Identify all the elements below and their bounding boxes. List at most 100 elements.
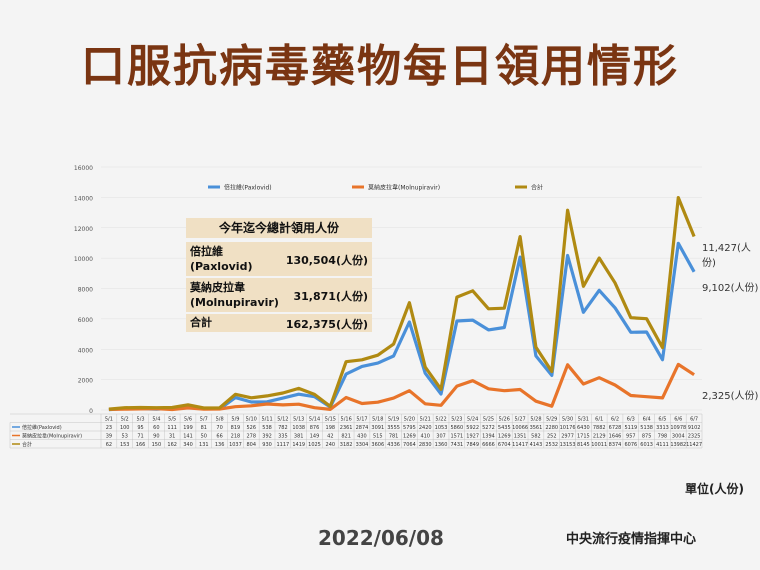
table-cell: 1394: [482, 434, 495, 440]
table-cell: 3091: [371, 425, 384, 431]
table-cell: 162: [167, 442, 177, 448]
y-tick-label: 14000: [74, 195, 93, 202]
table-cell: 5138: [640, 425, 653, 431]
x-tick-label: 6/7: [690, 417, 698, 423]
summary-name: 倍拉維: [190, 245, 223, 258]
table-cell: 252: [547, 434, 557, 440]
legend-label: 合計: [531, 184, 543, 192]
table-cell: 5860: [450, 425, 463, 431]
table-cell: 515: [373, 434, 383, 440]
table-cell: 819: [231, 425, 241, 431]
y-tick-label: 0: [89, 408, 93, 415]
table-cell: 2977: [561, 434, 574, 440]
table-cell: 240: [326, 442, 336, 448]
x-tick-label: 5/16: [341, 417, 352, 423]
table-cell: 90: [153, 434, 159, 440]
table-cell: 5922: [466, 425, 479, 431]
table-cell: 10176: [560, 425, 576, 431]
y-tick-label: 16000: [74, 165, 93, 172]
x-tick-label: 5/27: [515, 417, 526, 423]
table-cell: 3313: [656, 425, 669, 431]
table-cell: 821: [341, 434, 351, 440]
summary-header: 今年迄今總計領用人份: [186, 218, 372, 238]
table-cell: 1038: [292, 425, 305, 431]
table-cell: 6704: [498, 442, 511, 448]
series-line: [108, 362, 695, 412]
x-tick-label: 5/13: [293, 417, 304, 423]
table-cell: 2325: [688, 434, 701, 440]
table-cell: 1646: [609, 434, 622, 440]
table-cell: 10066: [512, 425, 528, 431]
table-cell: 13153: [560, 442, 576, 448]
table-cell: 5119: [624, 425, 637, 431]
x-tick-label: 5/28: [530, 417, 541, 423]
legend-label: 倍拉維(Paxlovid): [224, 184, 272, 192]
table-cell: 3304: [356, 442, 369, 448]
table-cell: 53: [122, 434, 128, 440]
table-cell: 1419: [292, 442, 305, 448]
x-tick-label: 5/18: [372, 417, 383, 423]
table-cell: 7431: [450, 442, 463, 448]
end-label-molnupiravir: 2,325(人份): [702, 391, 759, 402]
x-tick-label: 5/1: [105, 417, 113, 423]
y-tick-label: 12000: [74, 226, 93, 233]
table-cell: 4111: [656, 442, 669, 448]
table-cell: 7064: [403, 442, 416, 448]
table-cell: 3555: [387, 425, 400, 431]
table-cell: 153: [120, 442, 130, 448]
summary-row-total: 合計 162,375(人份): [186, 314, 372, 332]
table-cell: 9102: [688, 425, 701, 431]
x-tick-label: 5/26: [499, 417, 510, 423]
table-cell: 7882: [593, 425, 606, 431]
table-cell: 2129: [593, 434, 606, 440]
table-cell: 582: [531, 434, 541, 440]
table-cell: 8145: [577, 442, 590, 448]
summary-value: 162,375(人份): [285, 318, 368, 331]
unit-label: 單位(人份): [685, 482, 744, 496]
x-tick-label: 5/6: [184, 417, 192, 423]
table-cell: 111: [167, 425, 177, 431]
table-cell: 6666: [482, 442, 495, 448]
table-cell: 23: [106, 425, 112, 431]
summary-value: 130,504(人份): [285, 254, 368, 267]
x-tick-label: 5/10: [246, 417, 257, 423]
table-cell: 1053: [435, 425, 448, 431]
table-cell: 875: [642, 434, 652, 440]
table-cell: 149: [310, 434, 320, 440]
table-cell: 5272: [482, 425, 495, 431]
table-cell: 526: [246, 425, 256, 431]
end-label-total: 11,427(人份): [702, 243, 751, 269]
table-cell: 42: [327, 434, 333, 440]
table-cell: 381: [294, 434, 304, 440]
x-tick-label: 5/17: [356, 417, 367, 423]
x-tick-label: 5/3: [137, 417, 145, 423]
table-cell: 392: [262, 434, 272, 440]
table-cell: 1927: [466, 434, 479, 440]
table-cell: 781: [389, 434, 399, 440]
table-cell: 930: [262, 442, 272, 448]
x-tick-label: 5/9: [231, 417, 239, 423]
table-series-label: 合計: [22, 441, 32, 448]
summary-name-sub: (Paxlovid): [190, 260, 253, 273]
table-cell: 1025: [308, 442, 321, 448]
table-cell: 31: [169, 434, 175, 440]
table-cell: 70: [216, 425, 222, 431]
x-tick-label: 5/7: [200, 417, 208, 423]
table-cell: 71: [137, 434, 143, 440]
x-tick-label: 5/23: [451, 417, 462, 423]
table-cell: 95: [137, 425, 143, 431]
table-series-label: 倍拉維(Paxlovid): [22, 424, 62, 431]
table-cell: 218: [231, 434, 241, 440]
table-cell: 66: [216, 434, 222, 440]
y-tick-label: 2000: [78, 378, 93, 385]
summary-name: 莫納皮拉韋: [190, 281, 245, 294]
page-title: 口服抗病毒藥物每日領用情形: [81, 41, 679, 92]
x-tick-label: 5/12: [277, 417, 288, 423]
table-cell: 150: [152, 442, 162, 448]
table-cell: 798: [658, 434, 668, 440]
x-tick-label: 5/22: [435, 417, 446, 423]
table-cell: 1360: [435, 442, 448, 448]
table-cell: 3561: [530, 425, 543, 431]
table-cell: 1715: [577, 434, 590, 440]
table-cell: 2280: [545, 425, 558, 431]
